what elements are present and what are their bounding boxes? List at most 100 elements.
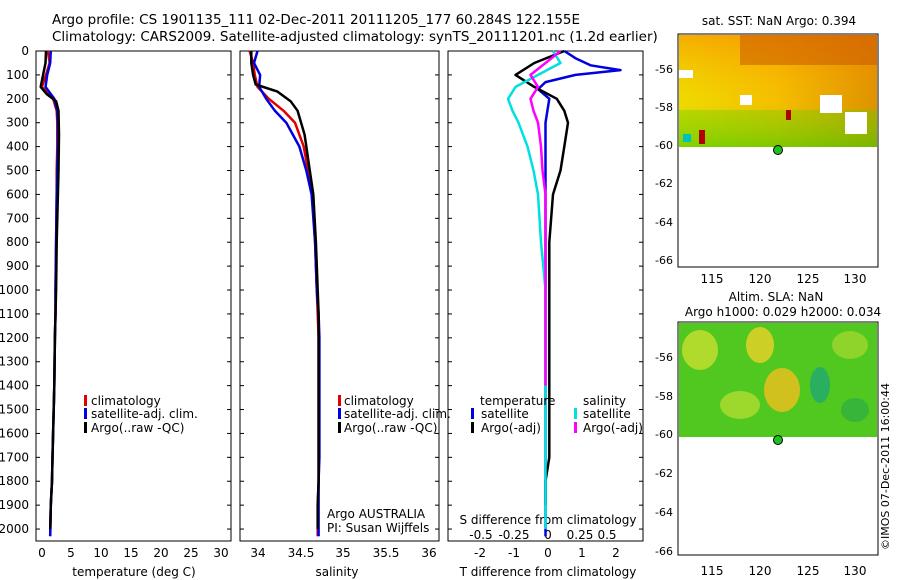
temperature-panel-frame	[35, 50, 232, 542]
temp-tick-25: 25	[183, 546, 198, 560]
sst-field	[679, 35, 877, 147]
sla-blob-6	[841, 398, 869, 422]
sst-lon-120: 120	[749, 272, 772, 286]
temp-tick-0: 0	[38, 546, 46, 560]
sst-lat-62: -62	[655, 177, 673, 190]
depth-tick-200: 200	[6, 92, 29, 106]
temp-tick-15: 15	[123, 546, 138, 560]
sal-tick-35: 35	[335, 546, 350, 560]
salinity-panel-frame	[239, 50, 440, 542]
title-line-2: Climatology: CARS2009. Satellite-adjuste…	[52, 29, 658, 45]
sst-gap-2	[820, 95, 842, 113]
sdiff-ticks: -0.5 -0.25 0 0.25 0.5	[469, 528, 616, 542]
temperature-x-label: temperature (deg C)	[72, 565, 195, 579]
sla-blob-2	[746, 327, 774, 363]
legend-swatch-satellite	[84, 408, 87, 419]
sal-legend-swatch-argo	[338, 422, 341, 433]
depth-tick-1000: 1000	[0, 283, 29, 297]
sla-lon-120: 120	[749, 564, 772, 578]
depth-tick-1600: 1600	[0, 426, 29, 440]
sst-cell-cyan	[683, 134, 691, 142]
tdiff-tick-0: 0	[544, 546, 552, 560]
depth-tick-1500: 1500	[0, 403, 29, 417]
depth-tick-600: 600	[6, 187, 29, 201]
temp-tick-30: 30	[213, 546, 228, 560]
sst-argo-marker	[773, 145, 783, 155]
sla-lat-64: -64	[655, 506, 673, 519]
sal-legend-label-satellite: satellite-adj. clim.	[344, 407, 451, 421]
sla-map-title-2: Argo h1000: 0.029 h2000: 0.034	[685, 305, 881, 319]
diff-label-t-satellite: satellite	[481, 407, 529, 421]
sla-lat-56: -56	[655, 351, 673, 364]
depth-tick-800: 800	[6, 235, 29, 249]
diff-legend-head-salinity: salinity	[583, 394, 626, 408]
sdiff-tick-025: 0.25	[567, 528, 594, 542]
title-line-1: Argo profile: CS 1901135_111 02-Dec-2011…	[52, 12, 581, 28]
diff-swatch-t-argo	[471, 422, 474, 433]
diff-label-s-argo: Argo(-adj)	[583, 421, 643, 435]
sdiff-tick-m025: -0.25	[498, 528, 529, 542]
depth-tick-1700: 1700	[0, 450, 29, 464]
sla-lat-58: -58	[655, 390, 673, 403]
tdiff-tick-m1: -1	[508, 546, 520, 560]
sla-blob-5	[810, 367, 830, 403]
depth-tick-700: 700	[6, 211, 29, 225]
sst-lat-66: -66	[655, 254, 673, 267]
tdiff-tick-2: 2	[612, 546, 620, 560]
sla-map-title-1: Altim. SLA: NaN	[729, 290, 824, 304]
depth-tick-900: 900	[6, 259, 29, 273]
sst-lat-58: -58	[655, 101, 673, 114]
tdiff-x-ticks: -2 -1 0 1 2	[474, 546, 620, 560]
sst-lon-130: 130	[844, 272, 867, 286]
depth-tick-1200: 1200	[0, 331, 29, 345]
depth-tick-1300: 1300	[0, 355, 29, 369]
sla-blob-4	[720, 391, 760, 419]
sst-lat-56: -56	[655, 63, 673, 76]
sla-lon-125: 125	[797, 564, 820, 578]
sla-lat-66: -66	[655, 545, 673, 558]
diff-swatch-s-satellite	[574, 408, 577, 419]
sla-blob-7	[832, 331, 868, 359]
sla-lat-60: -60	[655, 428, 673, 441]
profile-2-argo-adj-	[514, 49, 570, 506]
profile-1-argo-raw-qc-	[250, 51, 320, 529]
sal-legend-label-climatology: climatology	[344, 394, 414, 408]
sdiff-tick-0: 0	[544, 528, 552, 542]
sal-legend-label-argo: Argo(..raw -QC)	[344, 421, 437, 435]
diff-label-s-satellite: satellite	[583, 407, 631, 421]
sst-cell-red-2	[786, 110, 791, 120]
temperature-legend: climatology satellite-adj. clim. Argo(..…	[84, 394, 198, 435]
sla-lat-ticks: -56 -58 -60 -62 -64 -66	[655, 351, 673, 558]
depth-tick-2000: 2000	[0, 522, 29, 536]
depth-tick-0: 0	[21, 44, 29, 58]
tdiff-tick-1: 1	[578, 546, 586, 560]
depth-tick-1400: 1400	[0, 379, 29, 393]
sla-argo-marker	[773, 435, 783, 445]
sst-lat-64: -64	[655, 216, 673, 229]
legend-swatch-climatology	[84, 395, 87, 406]
temp-tick-10: 10	[93, 546, 108, 560]
sla-blob-3	[764, 368, 800, 412]
salinity-x-ticks: 34 34.5 35 35.5 36	[250, 546, 436, 560]
sdiff-label: S difference from climatology	[460, 513, 637, 527]
temp-tick-5: 5	[67, 546, 75, 560]
legend-label-argo: Argo(..raw -QC)	[91, 421, 184, 435]
imos-footer: ©IMOS 07-Dec-2011 16:00:44	[879, 383, 892, 550]
sst-lon-125: 125	[797, 272, 820, 286]
profile-3-satellite	[506, 50, 562, 529]
sal-legend-swatch-satellite	[338, 408, 341, 419]
sla-blob-1	[682, 330, 718, 370]
depth-tick-300: 300	[6, 116, 29, 130]
credit-line-1: Argo AUSTRALIA	[327, 507, 426, 521]
sst-lon-115: 115	[701, 272, 724, 286]
sal-tick-36: 36	[421, 546, 436, 560]
temp-tick-20: 20	[153, 546, 168, 560]
credit-line-2: PI: Susan Wijffels	[327, 521, 429, 535]
diff-label-t-argo: Argo(-adj)	[481, 421, 541, 435]
difference-legend: temperature salinity satellite Argo(-adj…	[471, 394, 643, 435]
sst-map-title: sat. SST: NaN Argo: 0.394	[702, 14, 856, 28]
sst-warm-band	[740, 35, 877, 65]
diff-swatch-t-satellite	[471, 408, 474, 419]
depth-tick-100: 100	[6, 68, 29, 82]
